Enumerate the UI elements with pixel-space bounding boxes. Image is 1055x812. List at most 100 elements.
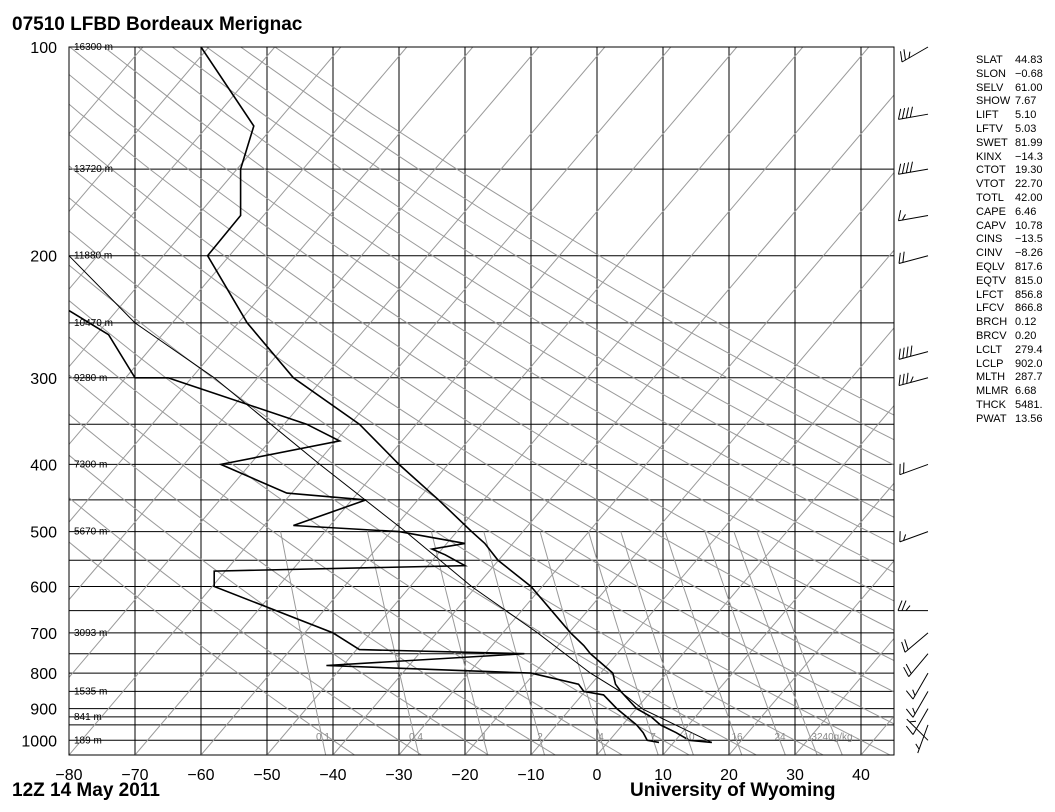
temperature-tick-label: 0 (593, 767, 602, 784)
mixing-ratio-line (588, 531, 659, 755)
index-name: MLTH (976, 371, 1006, 384)
index-value: 5.10 (1015, 109, 1037, 122)
skewed-isotherm (398, 171, 894, 755)
dry-adiabat (274, 47, 894, 416)
index-row: SELV 61.00 (976, 82, 1055, 96)
index-row: SLAT 44.83 (976, 54, 1055, 68)
index-name: LFTV (976, 122, 1003, 135)
wind-barb (915, 724, 929, 754)
temperature-tick-label: −80 (55, 767, 82, 784)
index-name: KINX (976, 150, 1002, 163)
wind-barb (897, 161, 929, 175)
wind-barb (906, 718, 929, 741)
index-name: THCK (976, 398, 1006, 411)
skewed-isotherm (69, 47, 342, 368)
wind-barb (899, 531, 929, 543)
skewed-isotherm (464, 249, 894, 755)
temperature-tick-label: −60 (187, 767, 214, 784)
index-value: −8.26 (1015, 247, 1043, 260)
dry-adiabat (69, 541, 355, 755)
index-value: 61.00 (1015, 81, 1043, 94)
height-label: 3093 m (74, 628, 107, 639)
dry-adiabat (69, 413, 556, 755)
wind-barb (897, 106, 929, 120)
index-name: LIFT (976, 109, 999, 122)
dry-adiabat (69, 197, 894, 725)
mixing-ratio-label: 16 (731, 732, 743, 743)
temperature-tick-label: 30 (786, 767, 804, 784)
sounding-lines (69, 47, 713, 744)
index-value: 7.67 (1015, 95, 1037, 108)
height-label: 9280 m (74, 373, 107, 384)
wind-barb (898, 345, 929, 360)
skewed-isotherm (728, 560, 894, 755)
skewed-isotherm (69, 47, 540, 601)
wind-barb (897, 600, 928, 612)
dry-adiabat (69, 497, 422, 755)
index-value: 6.46 (1015, 205, 1037, 218)
pressure-tick-label: 700 (30, 626, 57, 643)
index-value: 19.30 (1015, 164, 1043, 177)
index-row: LFCT 856.8 (976, 289, 1055, 303)
thermo-guide-lines (69, 47, 894, 755)
index-value: 44.83 (1015, 54, 1043, 66)
index-name: CINV (976, 247, 1003, 260)
mixing-ratio-label: 0.1 (316, 732, 330, 743)
index-row: THCK 5481. (976, 399, 1055, 413)
wind-barb (899, 46, 929, 63)
index-name: SLAT (976, 54, 1003, 66)
temperature-profile (200, 47, 712, 744)
wind-barb (903, 653, 929, 677)
index-value: −13.5 (1015, 233, 1043, 246)
skewed-isotherm (596, 404, 894, 755)
index-row: PWAT 13.56 (976, 413, 1055, 427)
dry-adiabat (172, 47, 894, 492)
mixing-ratio-line (539, 531, 606, 755)
index-value: 279.4 (1015, 343, 1043, 356)
mixing-ratio-label: 1 (481, 732, 487, 743)
dry-adiabat (69, 103, 894, 631)
index-row: EQLV 817.6 (976, 261, 1055, 275)
index-row: MLTH 287.7 (976, 371, 1055, 385)
mixing-ratio-line (430, 531, 489, 755)
data-source: University of Wyoming (630, 780, 836, 801)
height-label: 841 m (74, 712, 102, 723)
height-label: 13720 m (74, 164, 113, 175)
mixing-ratio-line (280, 531, 327, 755)
height-label: 10470 m (74, 318, 113, 329)
pressure-tick-label: 1000 (21, 733, 57, 750)
pressure-tick-label: 900 (30, 702, 57, 719)
wind-barb (901, 632, 929, 653)
index-name: TOTL (976, 191, 1004, 204)
dry-adiabat (240, 47, 894, 441)
mixing-ratio-line (756, 531, 843, 755)
parcel-path (69, 255, 713, 743)
skewed-isotherm (69, 47, 606, 679)
index-value: 13.56 (1015, 412, 1043, 425)
dry-adiabat (137, 47, 894, 518)
index-row: EQTV 815.0 (976, 275, 1055, 289)
mixing-ratio-line (704, 531, 786, 755)
pressure-tick-label: 400 (30, 457, 57, 474)
index-row: BRCV 0.20 (976, 330, 1055, 344)
temperature-tick-label: −20 (451, 767, 478, 784)
wind-barbs (897, 46, 929, 754)
skewed-isotherm (69, 47, 672, 755)
index-name: PWAT (976, 412, 1007, 425)
pressure-tick-label: 200 (30, 249, 57, 266)
index-name: LFCV (976, 302, 1005, 315)
index-name: SELV (976, 81, 1004, 94)
dry-adiabat (69, 230, 891, 755)
index-row: LFTV 5.03 (976, 123, 1055, 137)
dewpoint-profile (69, 309, 660, 744)
wind-barb (905, 691, 929, 718)
index-name: BRCH (976, 316, 1008, 329)
skewed-isotherm (69, 47, 474, 523)
index-name: LFCT (976, 288, 1004, 301)
index-row: MLMR 6.68 (976, 385, 1055, 399)
pressure-tick-label: 600 (30, 579, 57, 596)
index-name: BRCV (976, 329, 1007, 342)
mixing-ratio-line (366, 531, 420, 755)
index-name: LCLT (976, 343, 1003, 356)
